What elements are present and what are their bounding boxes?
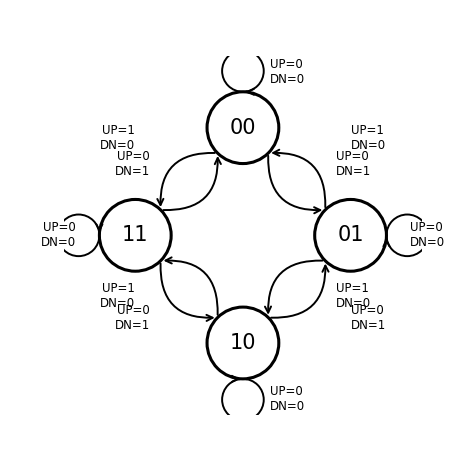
FancyArrowPatch shape: [157, 153, 215, 205]
FancyArrowPatch shape: [271, 266, 328, 318]
FancyArrowPatch shape: [265, 260, 322, 313]
Text: 01: 01: [337, 226, 364, 245]
FancyArrowPatch shape: [161, 263, 213, 321]
Text: UP=0
DN=0: UP=0 DN=0: [41, 221, 76, 249]
Text: 11: 11: [122, 226, 148, 245]
FancyArrowPatch shape: [273, 150, 325, 207]
Text: 10: 10: [230, 333, 256, 353]
Text: UP=0
DN=0: UP=0 DN=0: [270, 384, 305, 412]
Circle shape: [207, 92, 279, 164]
Text: UP=0
DN=1: UP=0 DN=1: [351, 304, 386, 332]
Text: UP=1
DN=0: UP=1 DN=0: [100, 282, 135, 310]
Text: UP=0
DN=1: UP=0 DN=1: [114, 150, 150, 178]
Circle shape: [315, 199, 386, 271]
Text: 00: 00: [230, 118, 256, 137]
FancyArrowPatch shape: [165, 257, 218, 315]
Circle shape: [100, 199, 171, 271]
Text: UP=0
DN=0: UP=0 DN=0: [410, 221, 445, 249]
Text: UP=1
DN=0: UP=1 DN=0: [351, 124, 386, 152]
Text: UP=0
DN=1: UP=0 DN=1: [114, 304, 150, 332]
Text: UP=1
DN=0: UP=1 DN=0: [336, 282, 371, 310]
Text: UP=0
DN=0: UP=0 DN=0: [270, 58, 305, 86]
FancyArrowPatch shape: [164, 158, 221, 210]
Text: UP=0
DN=1: UP=0 DN=1: [336, 150, 372, 178]
Text: UP=1
DN=0: UP=1 DN=0: [100, 124, 135, 152]
Circle shape: [207, 307, 279, 379]
FancyArrowPatch shape: [268, 156, 320, 213]
